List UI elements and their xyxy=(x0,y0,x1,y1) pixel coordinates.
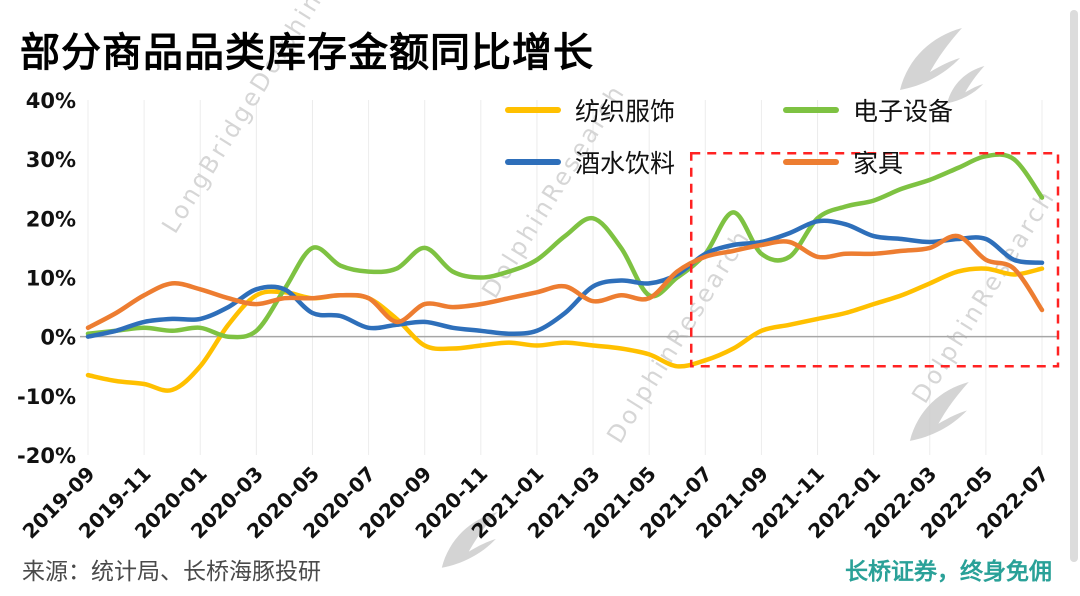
feather-icon xyxy=(441,512,498,568)
y-tick-label: 40% xyxy=(26,89,76,113)
y-tick-label: -20% xyxy=(17,444,76,468)
legend-swatch-furniture xyxy=(783,159,839,165)
legend-item-furniture: 家具 xyxy=(783,144,1061,180)
promo-text: 长桥证券，终身免佣 xyxy=(845,559,1052,585)
page-title: 部分商品品类库存金额同比增长 xyxy=(20,30,594,76)
scrollbar[interactable] xyxy=(1070,10,1078,562)
y-tick-label: 20% xyxy=(26,207,76,231)
y-tick-label: 0% xyxy=(40,326,76,350)
legend-swatch-electronics xyxy=(783,107,839,113)
highlight-box xyxy=(689,152,1060,368)
legend-label-electronics: 电子设备 xyxy=(853,97,954,126)
feather-icon xyxy=(909,382,969,441)
feather-icon xyxy=(900,28,962,90)
legend-label-beverages: 酒水饮料 xyxy=(575,149,676,178)
source-note: 来源：统计局、长桥海豚投研 xyxy=(22,559,321,585)
legend: 纺织服饰 电子设备 酒水饮料 家具 xyxy=(505,92,1061,180)
y-tick-label: -10% xyxy=(17,385,76,409)
feather-icon xyxy=(947,66,985,104)
legend-item-textile-apparel: 纺织服饰 xyxy=(505,92,783,128)
legend-swatch-textile xyxy=(505,107,561,113)
legend-label-textile: 纺织服饰 xyxy=(575,97,676,126)
legend-item-beverages: 酒水饮料 xyxy=(505,144,783,180)
legend-label-furniture: 家具 xyxy=(853,149,904,178)
y-tick-label: 10% xyxy=(26,267,76,291)
series-line-2 xyxy=(85,218,1045,339)
series-line-3 xyxy=(85,233,1045,331)
legend-swatch-beverages xyxy=(505,159,561,165)
series-line-1 xyxy=(85,152,1045,340)
y-tick-label: 30% xyxy=(26,148,76,172)
legend-item-electronics: 电子设备 xyxy=(783,92,1061,128)
